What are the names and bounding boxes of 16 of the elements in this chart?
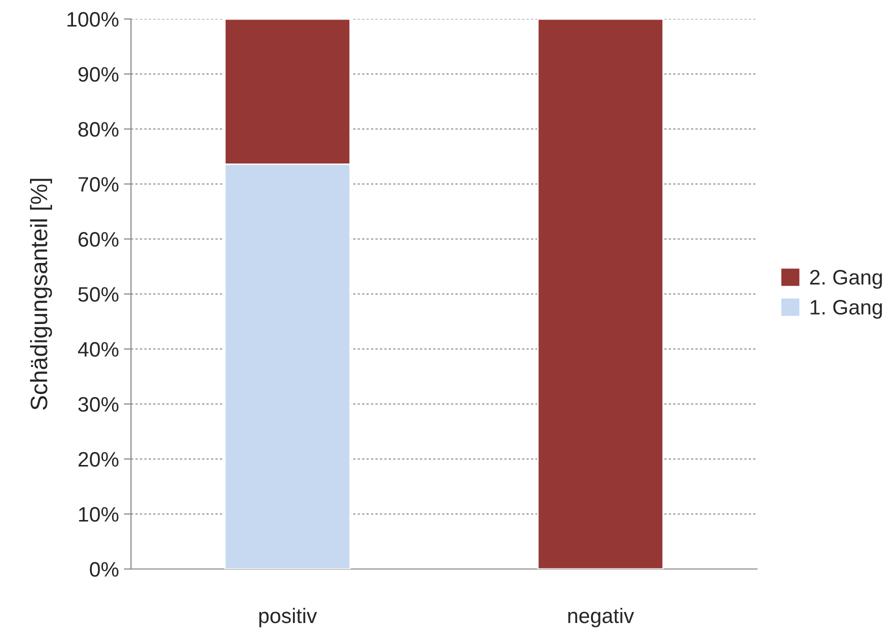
legend-label: 2. Gang — [810, 270, 882, 289]
y-tick-label: 10% — [79, 507, 118, 522]
y-tick-label: 50% — [78, 287, 118, 302]
x-tick-label: positiv — [259, 608, 317, 628]
y-tick-label: 30% — [78, 397, 118, 412]
y-tick-label: 90% — [78, 67, 118, 82]
y-tick-label: 40% — [78, 342, 118, 357]
y-tick-label: 70% — [78, 177, 118, 192]
y-axis-title: Schädigungsanteil [%] — [30, 178, 52, 410]
y-tick-label: 20% — [78, 452, 118, 467]
y-tick-label: 100% — [68, 12, 118, 27]
legend-label: 1. Gang — [810, 300, 882, 319]
y-tick-label: 0% — [90, 562, 118, 577]
y-tick-label: 60% — [78, 232, 118, 247]
x-tick-label: negativ — [568, 608, 634, 628]
y-tick-label: 80% — [78, 122, 118, 137]
